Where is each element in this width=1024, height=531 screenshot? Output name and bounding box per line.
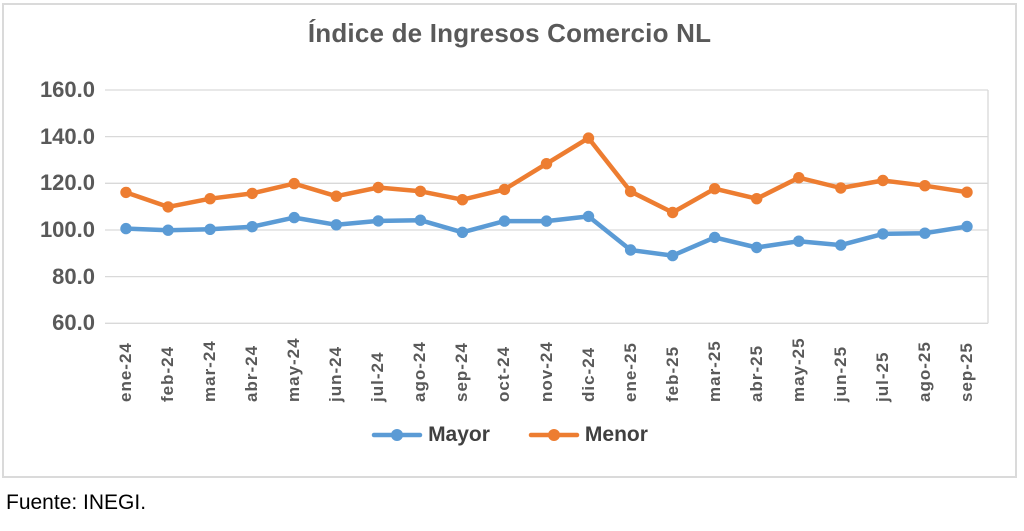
data-point [835,239,847,251]
x-tick-label: jun-25 [830,345,850,402]
data-point [120,222,132,235]
data-point [498,215,511,227]
x-tick-label: oct-24 [494,345,514,402]
data-point [961,186,973,198]
data-point [330,190,342,202]
x-tick-label: feb-25 [662,345,682,402]
x-tick-label: may-25 [788,337,808,402]
y-tick-label: 100.0 [39,216,95,242]
data-point [288,177,300,190]
x-tick-label: abr-24 [242,344,262,402]
legend-label: Menor [584,423,648,446]
x-tick-label: sep-24 [452,342,472,402]
legend-marker-icon [528,429,580,441]
data-point [414,185,427,197]
x-tick-label: ene-24 [116,342,136,402]
data-point [162,201,174,213]
data-point [456,194,469,206]
data-point [919,227,931,239]
x-tick-label: nov-24 [536,341,556,402]
data-point [372,181,384,194]
data-point [793,172,805,184]
data-point [835,182,847,194]
y-tick-label: 160.0 [39,77,95,102]
x-tick-label: jul-25 [872,351,892,402]
data-point [793,235,805,247]
y-tick-label: 140.0 [39,123,95,149]
x-tick-label: ene-25 [620,342,640,402]
data-point [624,185,637,198]
data-point [204,193,216,205]
y-tick-label: 120.0 [39,170,95,196]
data-point [666,206,679,219]
y-tick-label: 80.0 [52,263,95,289]
data-point [456,226,469,238]
legend: Mayor Menor [0,423,1019,447]
data-point [540,158,553,170]
x-tick-label: mar-25 [704,340,724,402]
x-tick-label: ago-24 [410,341,430,402]
x-tick-label: jul-24 [368,351,388,402]
data-point [246,187,258,200]
x-tick-label: feb-24 [158,345,178,402]
data-point [288,211,300,224]
data-point [540,215,553,227]
data-point [877,174,889,187]
x-tick-label: sep-25 [956,342,976,402]
data-point [120,186,132,199]
chart-title: Índice de Ingresos Comercio NL [307,18,712,48]
legend-item-menor: Menor [528,423,648,447]
y-tick-label: 60.0 [52,310,95,336]
data-point [751,241,763,254]
legend-marker-icon [371,429,423,441]
data-point [162,224,174,236]
data-point [582,132,595,144]
data-point [751,193,763,205]
x-tick-label: abr-25 [746,344,766,402]
data-point [414,214,427,226]
data-point [961,220,973,233]
chart-frame [2,3,1017,478]
series-line-menor [123,135,970,215]
data-point [666,249,679,262]
data-point [877,228,889,240]
data-point [919,180,931,192]
x-tick-label: dic-24 [578,346,598,402]
data-point [246,221,258,233]
data-point [709,231,721,244]
data-point [330,219,342,231]
legend-label: Mayor [428,423,490,446]
data-point [709,183,721,195]
x-tick-label: may-24 [284,337,304,402]
data-point [624,244,637,256]
x-tick-label: mar-24 [200,340,220,402]
data-point [582,210,595,223]
data-point [204,223,216,235]
data-point [372,215,384,227]
x-tick-label: jun-24 [326,345,346,402]
source-note: Fuente: INEGI. [6,491,147,514]
data-point [498,183,511,196]
x-tick-label: ago-25 [914,341,934,402]
legend-item-mayor: Mayor [371,423,490,447]
